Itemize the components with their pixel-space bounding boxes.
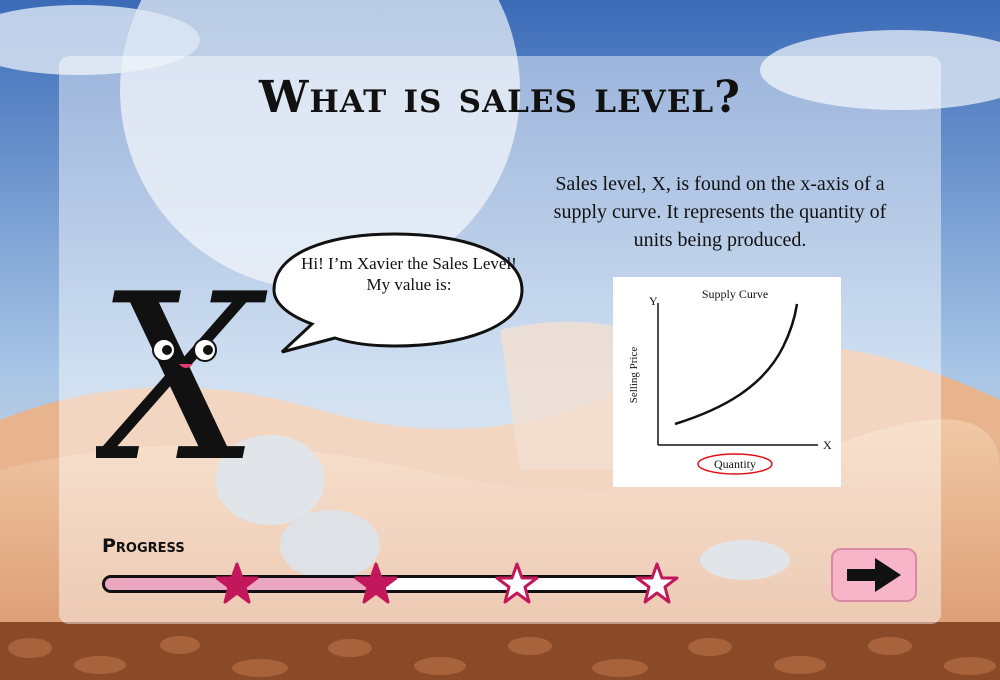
quantity-highlight-circle [697, 453, 773, 475]
rock [215, 435, 325, 525]
star-empty-icon [635, 562, 679, 604]
next-button[interactable] [831, 548, 917, 602]
speech-bubble [272, 232, 524, 354]
page-title: What is sales level? [259, 72, 741, 123]
planet [120, 0, 520, 290]
star-empty-icon [495, 562, 539, 604]
character-eyes [152, 338, 217, 362]
y-axis-label: Selling Price [628, 347, 640, 404]
speech-bubble-text: Hi! I’m Xavier the Sales Level! My value… [301, 254, 517, 294]
star-filled-icon [215, 562, 259, 604]
xavier-character: X [96, 268, 268, 468]
x-axis-letter: X [823, 438, 832, 452]
x-axis-label: Quantity [714, 457, 756, 471]
progress-label: Progress [102, 535, 185, 557]
ground-rocks [0, 622, 1000, 680]
supply-curve-title: Supply Curve [702, 287, 768, 301]
character-mouth [179, 364, 193, 368]
supply-curve-image: Supply Curve Y X Selling Price Quantity [613, 277, 841, 487]
y-axis-letter: Y [649, 294, 658, 308]
explanation-text: Sales level, X, is found on the x-axis o… [553, 173, 887, 251]
supply-curve-line [674, 303, 799, 426]
arrow-right-icon [847, 558, 901, 592]
character-letter: X [96, 268, 268, 468]
star-filled-icon [354, 562, 398, 604]
